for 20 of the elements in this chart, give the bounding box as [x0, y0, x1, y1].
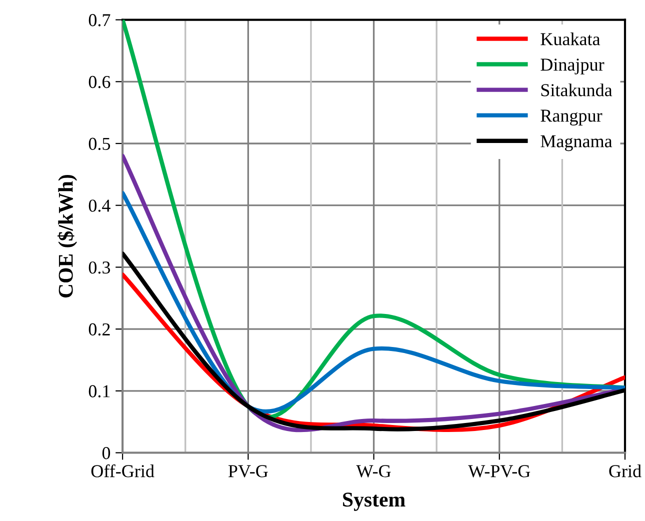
x-tick-label: Off-Grid — [91, 464, 154, 478]
legend-label: Dinajpur — [540, 58, 604, 74]
x-tick-label: Grid — [609, 464, 642, 478]
x-tick-label: W-G — [356, 465, 391, 478]
y-tick-label: 0.7 — [88, 14, 110, 26]
y-tick-label: 0.3 — [88, 261, 110, 274]
y-tick-label: 0.6 — [88, 76, 110, 88]
y-tick-label: 0.2 — [88, 323, 110, 336]
legend-label: Kuakata — [540, 32, 600, 46]
legend-label: Sitakunda — [541, 84, 612, 96]
y-tick-label: 0.5 — [88, 138, 110, 150]
x-tick-label: W-PV-G — [468, 465, 530, 478]
x-axis-title: System — [343, 492, 406, 511]
y-tick-label: 0.4 — [88, 200, 110, 212]
legend-label: Magnama — [540, 135, 612, 152]
y-axis-title: COE ($/kWh) — [58, 174, 78, 298]
legend-label: Rangpur — [540, 110, 602, 126]
x-tick-label: PV-G — [228, 465, 268, 478]
y-tick-label: 0 — [102, 447, 110, 460]
y-tick-label: 0.1 — [88, 385, 110, 398]
